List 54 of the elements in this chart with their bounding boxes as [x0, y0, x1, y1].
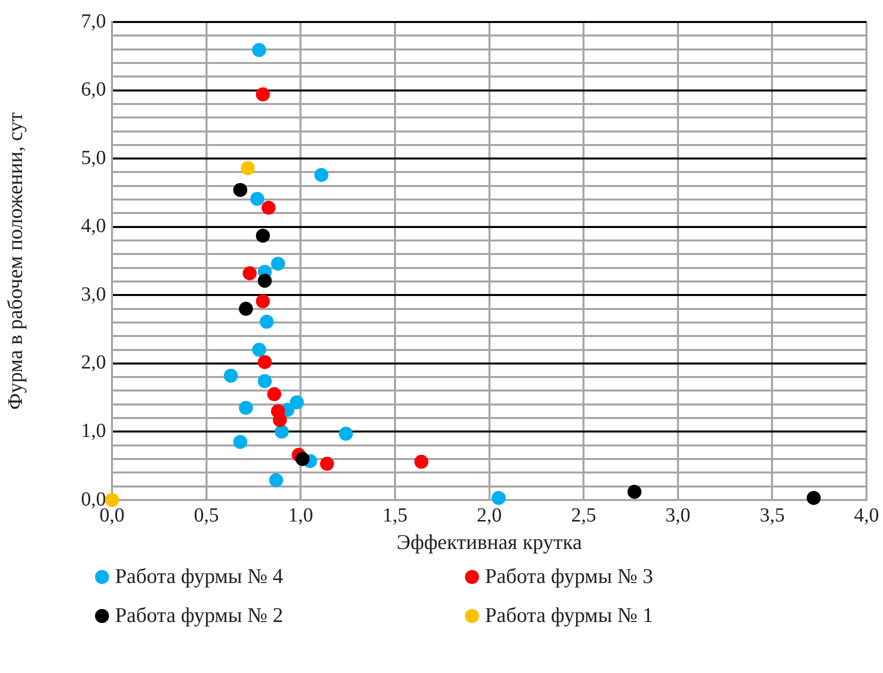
y-tick-label: 7,0 — [81, 10, 106, 32]
y-tick-label: 6,0 — [81, 78, 106, 101]
x-tick-label: 3,5 — [760, 504, 785, 526]
point — [224, 368, 238, 383]
legend-label: Работа фурмы № 4 — [115, 564, 284, 589]
x-tick-label: 2,5 — [571, 504, 596, 526]
point — [258, 355, 272, 370]
y-axis-title: Фурма в рабочем положении, сут — [3, 112, 28, 410]
point — [270, 256, 285, 271]
legend-label: Работа фурмы № 1 — [485, 603, 654, 628]
point — [233, 182, 248, 197]
y-tick-label: 4,0 — [81, 215, 106, 238]
point — [258, 274, 272, 288]
point — [338, 426, 353, 441]
point — [256, 87, 270, 102]
point — [414, 454, 428, 469]
legend-label: Работа фурмы № 3 — [485, 564, 654, 589]
point — [296, 452, 310, 466]
point — [250, 192, 264, 206]
point — [238, 302, 253, 316]
point — [258, 374, 272, 388]
y-tick-label: 1,0 — [81, 420, 106, 442]
point — [806, 490, 821, 505]
point — [256, 228, 270, 243]
point — [105, 493, 119, 507]
point — [252, 342, 266, 357]
x-tick-label: 2,0 — [476, 504, 502, 526]
point — [267, 387, 282, 402]
point — [240, 161, 255, 176]
point — [238, 400, 253, 415]
y-tick-label: 2,0 — [81, 352, 106, 374]
point — [290, 395, 304, 410]
point — [262, 200, 276, 215]
y-tick-label: 3,0 — [81, 283, 106, 306]
point — [242, 266, 257, 280]
x-tick-label: 4,0 — [854, 504, 879, 526]
point — [627, 484, 642, 499]
legend-label: Работа фурмы № 2 — [115, 603, 284, 628]
point — [256, 294, 270, 308]
x-tick-label: 0,5 — [194, 504, 219, 526]
point — [274, 424, 289, 439]
x-axis-title: Эффективная крутка — [396, 530, 583, 554]
x-tick-label: 3,0 — [665, 504, 690, 526]
point — [233, 434, 248, 449]
point — [314, 168, 328, 182]
point — [269, 473, 284, 488]
point — [492, 490, 506, 505]
x-tick-label: 1,0 — [288, 504, 314, 526]
y-tick-label: 5,0 — [81, 146, 106, 169]
point — [252, 42, 266, 57]
point — [320, 456, 334, 471]
point — [272, 413, 287, 428]
x-tick-label: 1,5 — [382, 504, 408, 526]
point — [260, 314, 274, 329]
